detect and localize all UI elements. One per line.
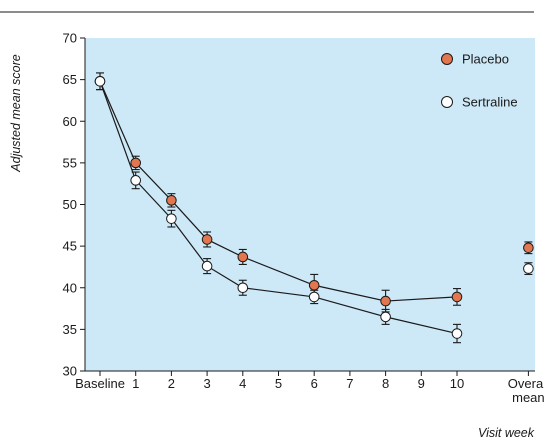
x-tick-label: mean: [512, 390, 544, 405]
sertraline-point: [201, 260, 213, 272]
y-tick-label: 50: [63, 197, 77, 212]
placebo-point: [201, 234, 213, 245]
y-axis-title: Adjusted mean score: [9, 54, 23, 172]
plot-area: [85, 38, 535, 371]
y-tick-label: 55: [63, 155, 77, 170]
x-axis-ticks: Baseline 1 2 3 4 5 6 7 8 9 10 Overallmean: [75, 371, 544, 405]
x-tick-label: 5: [275, 376, 282, 391]
x-tick-label: Baseline: [75, 376, 125, 391]
sertraline-summary-point: [523, 263, 534, 274]
legend-marker-placebo: [441, 53, 453, 65]
x-tick-label: 2: [168, 376, 175, 391]
placebo-summary-point: [523, 242, 534, 254]
placebo-point: [451, 291, 463, 303]
sertraline-point: [130, 175, 141, 186]
sertraline-point: [380, 311, 391, 323]
sertraline-point: [308, 291, 320, 303]
legend-marker-sertraline: [441, 96, 453, 108]
sertraline-point: [166, 213, 177, 224]
y-tick-label: 45: [63, 239, 77, 254]
x-tick-label: 6: [311, 376, 318, 391]
legend-label-placebo: Placebo: [462, 52, 509, 67]
x-tick-label: 8: [382, 376, 389, 391]
sertraline-point: [94, 75, 106, 87]
placebo-point: [237, 251, 249, 263]
placebo-point: [130, 157, 141, 169]
sertraline-line: [99, 81, 458, 335]
x-tick-label: Overall: [508, 376, 544, 391]
x-tick-label: 9: [418, 376, 425, 391]
placebo-point: [380, 295, 391, 307]
y-tick-label: 65: [63, 72, 77, 87]
series-layer: [94, 72, 534, 344]
x-tick-label: 3: [203, 376, 210, 391]
legend-label-sertraline: Sertraline: [462, 95, 518, 110]
sertraline-point: [451, 328, 463, 339]
x-tick-label: 7: [346, 376, 353, 391]
placebo-line: [99, 81, 458, 302]
y-tick-label: 40: [63, 280, 77, 295]
sertraline-point: [237, 282, 249, 294]
x-axis-title: Visit week: [478, 426, 535, 440]
y-tick-label: 70: [63, 31, 77, 46]
y-tick-label: 60: [63, 114, 77, 129]
placebo-point: [166, 195, 177, 206]
x-tick-label: 4: [239, 376, 246, 391]
legend: Placebo Sertraline: [441, 52, 518, 110]
y-tick-label: 30: [63, 364, 77, 379]
x-tick-label: 1: [132, 376, 139, 391]
placebo-point: [308, 279, 320, 291]
x-tick-label: 10: [450, 376, 464, 391]
y-axis-ticks: 30 35 40 45 50 55 60 65 70: [63, 31, 85, 379]
y-tick-label: 35: [63, 322, 77, 337]
